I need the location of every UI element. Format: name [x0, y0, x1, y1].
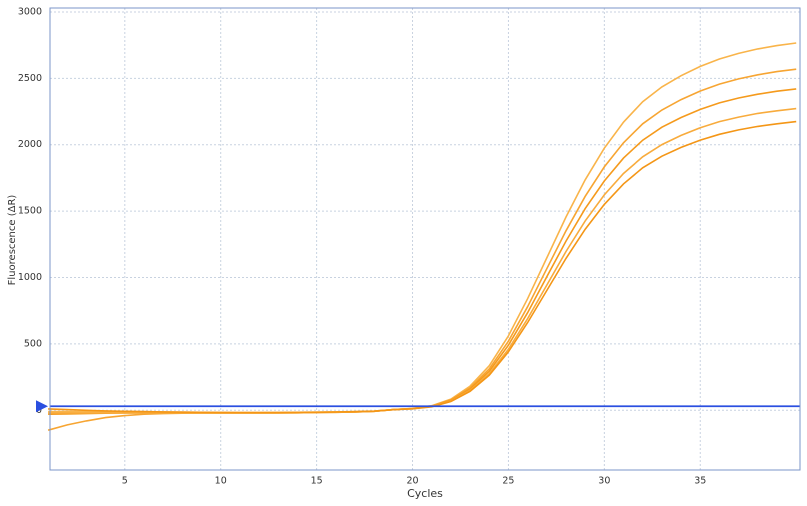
amplification-curve: [48, 107, 797, 414]
y-tick-label: 2500: [18, 73, 42, 84]
threshold-handle: [36, 400, 48, 413]
amplification-curve: [48, 120, 797, 414]
y-tick-label: 1000: [18, 272, 42, 283]
amplification-curve: [48, 88, 797, 415]
y-tick-label: 1500: [18, 206, 42, 217]
x-tick-label: 5: [122, 476, 128, 487]
x-tick-label: 35: [694, 476, 706, 487]
y-axis-label: Fluorescence (ΔR): [7, 195, 18, 286]
x-tick-label: 30: [598, 476, 610, 487]
y-tick-label: 500: [24, 338, 42, 349]
x-tick-label: 25: [502, 476, 514, 487]
x-tick-label: 10: [215, 476, 227, 487]
amplification-curve: [47, 68, 797, 431]
x-tick-label: 15: [311, 476, 323, 487]
x-axis-label: Cycles: [407, 487, 443, 500]
plot-border: [49, 7, 801, 471]
x-tick-label: 20: [406, 476, 418, 487]
y-tick-label: 3000: [18, 6, 42, 17]
y-tick-label: 2000: [18, 139, 42, 150]
